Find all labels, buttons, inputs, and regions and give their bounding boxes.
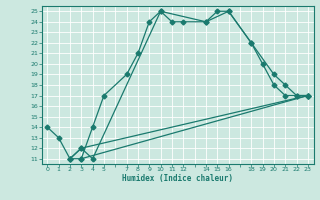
X-axis label: Humidex (Indice chaleur): Humidex (Indice chaleur) bbox=[122, 174, 233, 183]
